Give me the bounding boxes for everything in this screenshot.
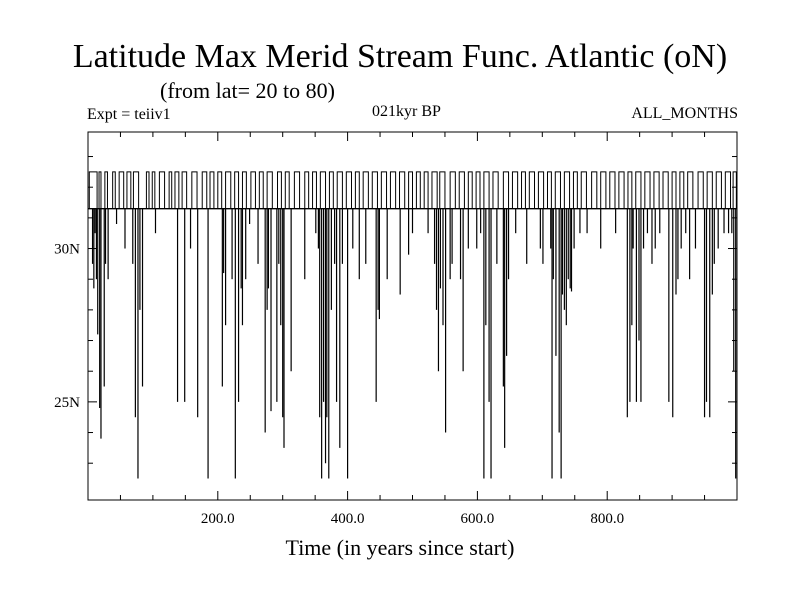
series-pulse-up — [258, 171, 264, 209]
period-label: 021kyr BP — [372, 103, 441, 120]
series-pulse-up — [217, 171, 223, 209]
series-pulse-up — [168, 171, 173, 209]
series-pulse-up — [423, 171, 429, 209]
series-pulse-up — [546, 171, 552, 209]
series-pulse-up — [715, 171, 722, 209]
series-pulse-up — [644, 171, 651, 209]
x-tick-label: 400.0 — [331, 511, 365, 527]
series-pulse-up — [431, 171, 438, 209]
series-pulse-up — [209, 171, 215, 209]
series-pulse-up — [132, 171, 140, 209]
x-tick-label: 600.0 — [461, 511, 495, 527]
series-pulse-up — [250, 171, 256, 209]
series-pulse-up — [118, 171, 125, 209]
series-pulse-up — [662, 171, 669, 209]
series-pulse-up — [174, 171, 180, 209]
series-pulse-up — [88, 171, 98, 209]
chart-subtitle: (from lat= 20 to 80) — [160, 78, 335, 103]
series-pulse-up — [304, 171, 310, 209]
series-pulse-up — [653, 171, 660, 209]
series-pulse-up — [112, 171, 116, 209]
y-tick-label: 25N — [54, 395, 80, 411]
series-pulse-up — [502, 171, 510, 209]
series-pulse-up — [266, 171, 273, 209]
series-pulse-up — [706, 171, 713, 209]
series-pulse-up — [679, 171, 685, 209]
series-pulse-up — [528, 171, 536, 209]
series-pulse-up — [284, 171, 290, 209]
series-pulse-up — [563, 171, 571, 209]
series-pulse-up — [293, 171, 301, 209]
series-pulse-up — [389, 171, 397, 209]
series-pulse-up — [181, 171, 188, 209]
series-pulse-up — [345, 171, 352, 209]
series-pulse-up — [732, 171, 737, 209]
series-pulse-up — [380, 171, 388, 209]
series-pulse-up — [671, 171, 677, 209]
series-pulse-up — [158, 171, 166, 209]
series-pulse-up — [511, 171, 519, 209]
series-pulse-up — [572, 171, 578, 209]
series-pulse-up — [439, 171, 446, 209]
series-pulse-up — [458, 171, 465, 209]
series-pulse-up — [475, 171, 481, 209]
series-pulse-up — [201, 171, 208, 209]
series-pulse-up — [415, 171, 421, 209]
series-pulse-up — [600, 171, 607, 209]
series-pulse-up — [467, 171, 473, 209]
experiment-label: Expt = teiiv1 — [87, 106, 171, 123]
x-axis-label: Time (in years since start) — [285, 535, 515, 560]
months-label: ALL_MONTHS — [631, 105, 738, 122]
x-tick-label: 200.0 — [201, 511, 235, 527]
series-pulse-up — [724, 171, 732, 209]
series-pulse-up — [241, 171, 247, 209]
series-pulse-up — [328, 171, 334, 209]
series-pulse-up — [145, 171, 150, 209]
chart-title: Latitude Max Merid Stream Func. Atlantic… — [72, 38, 728, 75]
series-pulse-up — [399, 171, 406, 209]
series-pulse-up — [483, 171, 490, 209]
series-pulse-up — [319, 171, 327, 209]
series-pulse-up — [449, 171, 456, 209]
series-pulse-up — [492, 171, 499, 209]
series-pulse-up — [618, 171, 625, 209]
series-pulse-up — [336, 171, 343, 209]
series-pulse-up — [537, 171, 545, 209]
y-tick-label: 30N — [54, 242, 80, 258]
series-pulse-up — [627, 171, 633, 209]
series-pulse-up — [609, 171, 616, 209]
series-pulse-up — [408, 171, 413, 209]
series-pulse-up — [234, 171, 240, 209]
series-pulse-up — [354, 171, 360, 209]
series-pulse-up — [126, 171, 132, 209]
series-pulse-up — [277, 171, 282, 209]
series-pulse-up — [104, 171, 108, 209]
series-pulse-up — [635, 171, 642, 209]
series-pulse-up — [151, 171, 156, 209]
series-pulse-up — [521, 171, 526, 209]
x-tick-label: 800.0 — [590, 511, 624, 527]
series-pulse-up — [191, 171, 198, 209]
series-pulse-up — [580, 171, 587, 209]
series-pulse-up — [362, 171, 369, 209]
series-pulse-up — [554, 171, 561, 209]
series-pulse-up — [98, 171, 102, 209]
series-pulse-up — [371, 171, 378, 209]
series-pulse-up — [697, 171, 704, 209]
series-pulse-up — [591, 171, 598, 209]
series-pulse-up — [225, 171, 232, 209]
series-pulse-up — [687, 171, 694, 209]
series-pulse-up — [312, 171, 317, 209]
